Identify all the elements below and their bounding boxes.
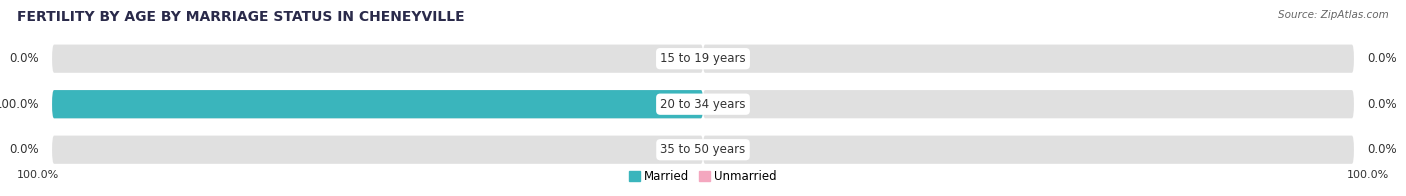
FancyBboxPatch shape: [52, 90, 703, 118]
Text: 0.0%: 0.0%: [1367, 143, 1396, 156]
FancyBboxPatch shape: [703, 44, 1354, 73]
FancyBboxPatch shape: [703, 50, 735, 68]
Legend: Married, Unmarried: Married, Unmarried: [624, 166, 782, 188]
FancyBboxPatch shape: [52, 90, 703, 118]
Text: FERTILITY BY AGE BY MARRIAGE STATUS IN CHENEYVILLE: FERTILITY BY AGE BY MARRIAGE STATUS IN C…: [17, 10, 464, 24]
FancyBboxPatch shape: [703, 141, 735, 159]
FancyBboxPatch shape: [52, 44, 703, 73]
Text: 20 to 34 years: 20 to 34 years: [661, 98, 745, 111]
Text: 0.0%: 0.0%: [10, 143, 39, 156]
FancyBboxPatch shape: [671, 141, 703, 159]
Text: Source: ZipAtlas.com: Source: ZipAtlas.com: [1278, 10, 1389, 20]
Text: 0.0%: 0.0%: [1367, 98, 1396, 111]
FancyBboxPatch shape: [52, 136, 703, 164]
FancyBboxPatch shape: [671, 50, 703, 68]
Text: 100.0%: 100.0%: [17, 170, 59, 180]
Text: 100.0%: 100.0%: [1347, 170, 1389, 180]
FancyBboxPatch shape: [671, 95, 703, 113]
Text: 35 to 50 years: 35 to 50 years: [661, 143, 745, 156]
Text: 0.0%: 0.0%: [1367, 52, 1396, 65]
Text: 0.0%: 0.0%: [10, 52, 39, 65]
FancyBboxPatch shape: [703, 90, 1354, 118]
FancyBboxPatch shape: [703, 95, 735, 113]
Text: 15 to 19 years: 15 to 19 years: [661, 52, 745, 65]
Text: 100.0%: 100.0%: [0, 98, 39, 111]
FancyBboxPatch shape: [703, 136, 1354, 164]
